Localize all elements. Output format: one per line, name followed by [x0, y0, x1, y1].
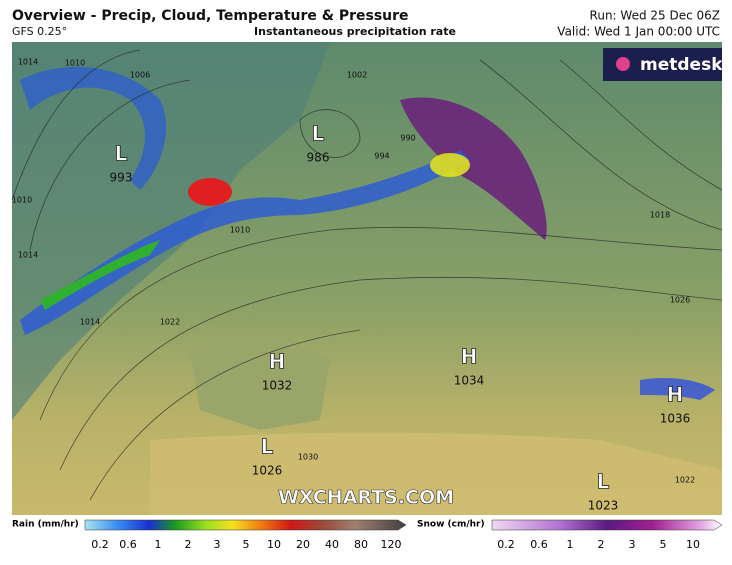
pressure-value: 1036 — [660, 412, 691, 426]
rain-tick-label: 2 — [185, 538, 192, 551]
pressure-letter: H — [269, 350, 286, 374]
isobar-label: 1014 — [18, 251, 38, 260]
pressure-value: 986 — [307, 151, 330, 165]
rain-colorbar — [84, 519, 407, 531]
snow-tick-label: 3 — [629, 538, 636, 551]
pressure-letter: H — [461, 345, 478, 369]
rain-tick-label: 0.6 — [119, 538, 137, 551]
rain-tick-label: 1 — [155, 538, 162, 551]
isobars — [11, 49, 723, 501]
isobar-label: 990 — [400, 134, 415, 143]
isobar-label: 1010 — [65, 59, 85, 68]
isobar-label: 1014 — [80, 318, 100, 327]
snow-tick-label: 5 — [660, 538, 667, 551]
snow-tick-label: 2 — [598, 538, 605, 551]
rain-tick-label: 10 — [267, 538, 281, 551]
isobar-label: 994 — [374, 152, 389, 161]
isobar-label: 1010 — [12, 196, 32, 205]
rain-tick-label: 5 — [243, 538, 250, 551]
heavy-rain — [430, 153, 470, 177]
rain-band — [20, 150, 470, 335]
isobar-label: 1030 — [298, 453, 318, 462]
pressure-letter: H — [667, 383, 684, 407]
pressure-letter: L — [261, 435, 274, 459]
logo-text: metdesk — [640, 55, 723, 75]
heavy-rain — [188, 178, 232, 206]
isobar-label: 1022 — [160, 318, 180, 327]
snow-tick-label: 0.6 — [530, 538, 548, 551]
rain-tick-label: 80 — [354, 538, 368, 551]
pressure-value: 993 — [110, 171, 133, 185]
isobar-label: 1010 — [230, 226, 250, 235]
pressure-value: 1032 — [262, 379, 293, 393]
rain-tick-label: 0.2 — [91, 538, 109, 551]
pressure-value: 1023 — [588, 499, 619, 513]
watermark: WXCHARTS.COM — [278, 487, 454, 509]
isobar-label: 1026 — [670, 296, 690, 305]
rain-tick-label: 3 — [214, 538, 221, 551]
rain-tick-label: 40 — [325, 538, 339, 551]
model: GFS 0.25° — [12, 25, 67, 38]
subtitle: Instantaneous precipitation rate — [254, 25, 456, 38]
isobar-label: 1022 — [675, 476, 695, 485]
isobar-label: 1014 — [18, 58, 38, 67]
rain-band — [20, 66, 167, 190]
rain-patch — [640, 378, 715, 400]
run: Run: Wed 25 Dec 06Z — [590, 9, 720, 23]
snow-tick-label: 10 — [686, 538, 700, 551]
pressure-letter: L — [312, 122, 325, 146]
isobar-label: 1018 — [650, 211, 670, 220]
snow-colorbar — [491, 519, 723, 531]
pressure-letter: L — [597, 470, 610, 494]
africa — [150, 432, 722, 515]
rain-tick-label: 120 — [381, 538, 402, 551]
isobar-label: 1002 — [347, 71, 367, 80]
snow-legend-label: Snow (cm/hr) — [417, 520, 485, 530]
rain-tick-label: 20 — [296, 538, 310, 551]
title: Overview - Precip, Cloud, Temperature & … — [12, 8, 409, 24]
snow-band — [400, 97, 547, 240]
snow-tick-label: 0.2 — [497, 538, 515, 551]
pressure-value: 1026 — [252, 464, 283, 478]
rain-legend-label: Rain (mm/hr) — [12, 520, 79, 530]
isobar-label: 1006 — [130, 71, 150, 80]
pressure-letter: L — [115, 142, 128, 166]
iberia — [190, 339, 330, 430]
pressure-value: 1034 — [454, 374, 485, 388]
rain-core — [40, 240, 160, 310]
snow-tick-label: 1 — [567, 538, 574, 551]
valid: Valid: Wed 1 Jan 00:00 UTC — [557, 25, 720, 39]
logo-icon — [616, 57, 630, 71]
